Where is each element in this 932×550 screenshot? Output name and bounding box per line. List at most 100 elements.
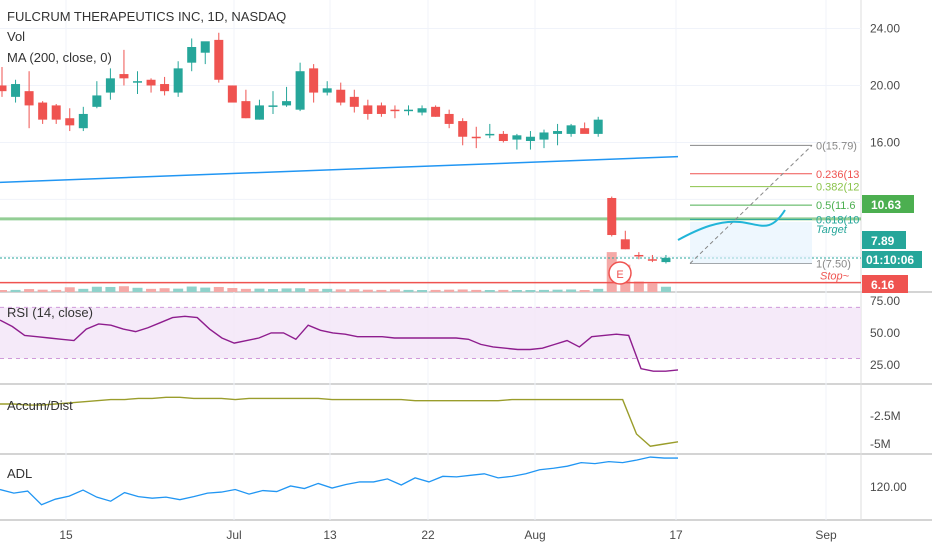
adl-line — [0, 456, 678, 506]
volume-bar — [417, 290, 428, 292]
candle-body — [309, 68, 319, 93]
candle-body — [620, 239, 630, 250]
candle-body — [78, 113, 88, 129]
countdown-badge: 01:10:06 — [862, 251, 922, 268]
volume-bar — [37, 289, 48, 292]
volume-bar — [349, 289, 360, 292]
stop-label: Stop~ — [820, 271, 850, 283]
candle-body — [214, 39, 224, 80]
candle-body — [553, 131, 563, 134]
candle-body — [322, 88, 332, 93]
volume-bar — [10, 289, 21, 292]
candle-body — [431, 106, 441, 117]
candle-body — [282, 101, 292, 106]
volume-bar — [118, 286, 129, 292]
price-tick-label: 24.00 — [870, 21, 900, 35]
candle-body — [200, 41, 210, 53]
volume-bar — [91, 286, 102, 292]
candle-body — [105, 78, 115, 93]
candle-body — [187, 47, 197, 63]
price-tick-label: 20.00 — [870, 78, 900, 92]
candle-body — [119, 74, 129, 79]
projection-path — [677, 209, 786, 241]
ma200-line — [0, 155, 679, 184]
current-price-badge: 7.89 — [862, 231, 906, 249]
target-price-badge-text: 10.63 — [871, 198, 901, 212]
x-tick-label: 22 — [421, 528, 435, 542]
volume-bar — [227, 288, 238, 292]
volume-bar — [322, 288, 333, 292]
volume-bar — [281, 288, 292, 292]
candle-body — [133, 81, 142, 83]
candle-body — [51, 105, 61, 120]
fib-level-label: 0.5(11.6 — [816, 200, 856, 212]
candle-body — [92, 95, 102, 107]
stop-price-badge: 6.16 — [862, 275, 908, 293]
candle-body — [363, 105, 373, 114]
volume-bar — [335, 289, 346, 292]
volume-bar — [444, 289, 455, 292]
volume-bar — [308, 289, 319, 292]
countdown-badge-text: 01:10:06 — [866, 253, 914, 267]
candle-body — [173, 68, 183, 93]
adl-tick-label: 120.00 — [870, 480, 907, 494]
volume-bar — [552, 289, 563, 292]
volume-bar — [430, 289, 441, 292]
chart-title: FULCRUM THERAPEUTICS INC, 1D, NASDAQ — [7, 9, 286, 24]
rsi-band — [0, 307, 861, 359]
volume-bar — [200, 287, 211, 292]
x-tick-label: Aug — [524, 528, 545, 542]
stop-price-badge-text: 6.16 — [871, 278, 895, 292]
x-tick-label: Jul — [226, 528, 241, 542]
rsi-tick-label: 50.00 — [870, 326, 900, 340]
earnings-marker-circle[interactable] — [608, 261, 632, 285]
volume-bar — [146, 288, 157, 292]
volume-bar — [403, 289, 414, 292]
current-price-badge-text: 7.89 — [871, 234, 895, 248]
candle-body — [160, 84, 170, 92]
target-label: Target — [816, 224, 848, 236]
rsi-tick-label: 25.00 — [870, 358, 900, 372]
candle-body — [376, 105, 386, 114]
volume-bar — [78, 288, 89, 292]
rsi-tick-label: 75.00 — [870, 294, 900, 308]
volume-bar — [0, 290, 7, 292]
volume-bar — [240, 288, 251, 292]
adl-label: ADL — [7, 466, 32, 481]
fib-level-label: 0.382(12 — [816, 182, 859, 194]
candle-body — [512, 135, 522, 140]
volume-bar — [566, 289, 577, 292]
volume-bar — [64, 287, 75, 292]
candle-body — [24, 91, 34, 106]
x-tick-label: 15 — [59, 528, 73, 542]
volume-bar — [660, 286, 671, 292]
candle-body — [254, 105, 264, 120]
accum-pane — [0, 396, 679, 447]
candle-body — [539, 132, 549, 140]
volume-bar — [376, 289, 387, 292]
accum-tick-label: -5M — [870, 437, 891, 451]
candle-body — [634, 254, 644, 257]
adl-pane — [0, 456, 678, 506]
price-tick-label: 16.00 — [870, 135, 900, 149]
candle-body — [65, 118, 75, 126]
candle-body — [498, 133, 508, 142]
volume-bar — [132, 287, 143, 292]
accum-label: Accum/Dist — [7, 398, 73, 413]
candle-body — [417, 108, 427, 113]
candle-body — [647, 259, 657, 261]
fib-level-label: 0(15.79) — [816, 140, 857, 152]
rsi-label: RSI (14, close) — [7, 305, 93, 320]
fib-retracement[interactable]: 0(15.79) 0.236(130.382(12 0.5(11.6 0.618(10… — [689, 140, 859, 283]
candle-body — [458, 121, 468, 137]
volume-bar — [457, 289, 468, 292]
candle-body — [241, 101, 251, 119]
earnings-marker[interactable]: E — [608, 261, 632, 285]
candle-body — [349, 96, 359, 107]
volume-bar — [579, 290, 590, 292]
candle-body — [471, 136, 481, 139]
volume-bar — [593, 288, 604, 292]
volume-bar — [24, 289, 35, 292]
candle-body — [485, 133, 495, 136]
